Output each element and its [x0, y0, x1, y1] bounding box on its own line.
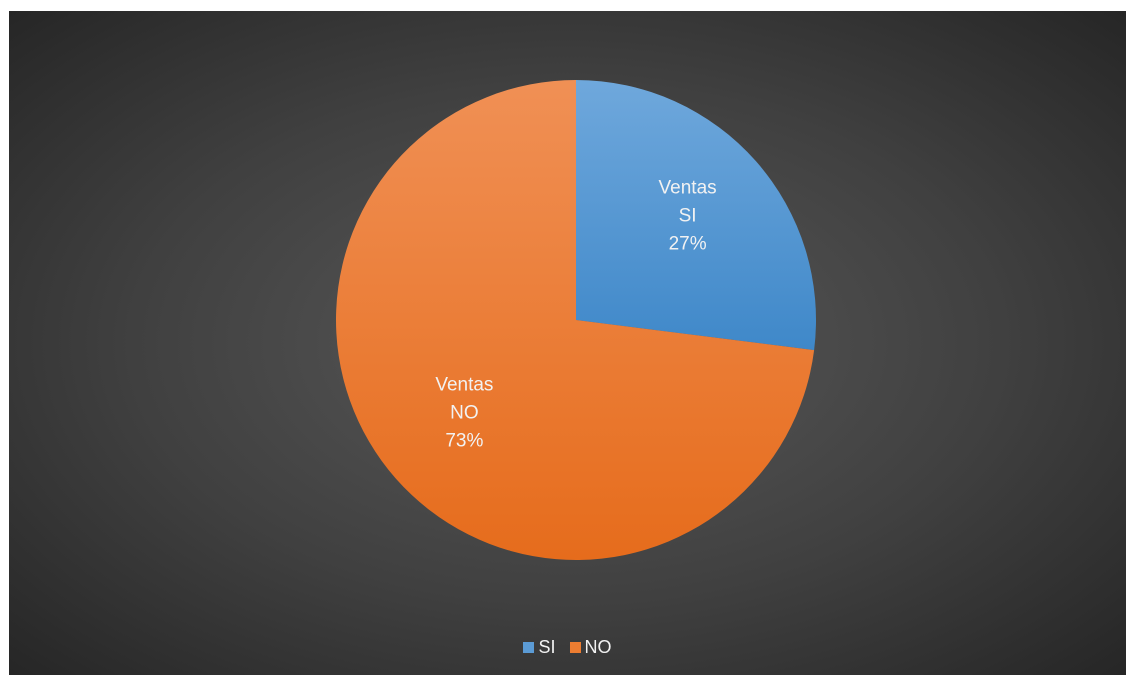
- legend-swatch-no: [569, 642, 581, 653]
- legend-entry-si: SI: [523, 637, 556, 658]
- legend-entry-no: NO: [569, 637, 612, 658]
- chart-area: Ventas SI 27% Ventas NO 73% SI NO: [9, 11, 1126, 675]
- data-label-si: Ventas SI 27%: [659, 178, 717, 255]
- pie-chart: Ventas SI 27% Ventas NO 73%: [336, 80, 817, 560]
- data-label-no: Ventas NO 73%: [435, 374, 493, 451]
- legend-label-si: SI: [538, 637, 556, 657]
- legend-swatch-si: [523, 642, 535, 653]
- pie-slice-no: [336, 80, 815, 560]
- legend-label-no: NO: [584, 637, 612, 657]
- pie-slice-si: [576, 80, 817, 351]
- legend: SI NO: [9, 637, 1126, 658]
